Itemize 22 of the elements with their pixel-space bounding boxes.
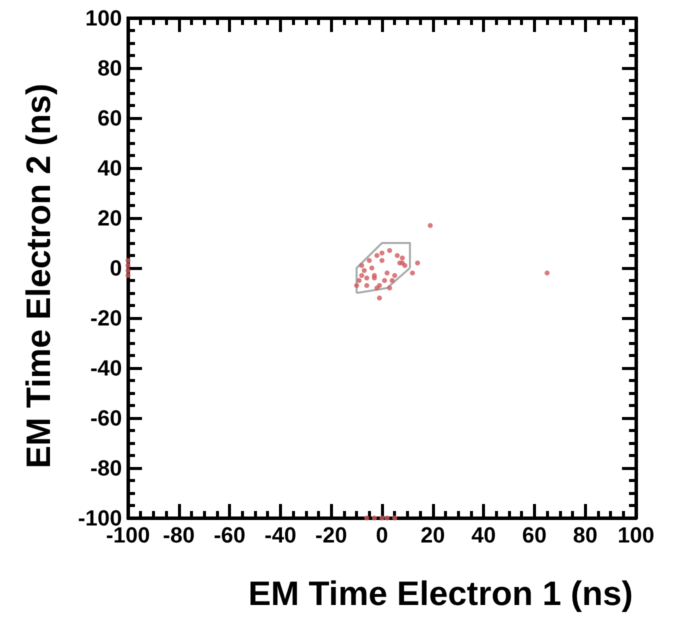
x-tick-label: -40 <box>264 522 296 548</box>
y-tick-label: 20 <box>98 206 122 230</box>
y-tick-label: -60 <box>90 406 122 430</box>
y-tick-label: -20 <box>90 306 122 330</box>
y-tick-label: -80 <box>90 456 122 480</box>
y-axis-title: EM Time Electron 2 (ns) <box>20 84 58 468</box>
x-tick-label: 40 <box>471 522 496 548</box>
y-tick-label: -40 <box>90 356 122 380</box>
y-tick-label: 100 <box>85 6 122 30</box>
x-tick-label: 20 <box>420 522 446 548</box>
x-tick-label: 80 <box>572 522 598 548</box>
x-tick-label: 100 <box>618 522 654 548</box>
x-tick-label: 60 <box>522 522 547 548</box>
y-tick-label: 80 <box>98 56 122 80</box>
y-tick-label: 40 <box>98 156 122 180</box>
x-tick-label: -80 <box>162 522 195 548</box>
x-tick-label: -20 <box>315 522 348 548</box>
y-tick-label: 0 <box>110 256 122 280</box>
x-axis-title: EM Time Electron 1 (ns) <box>248 575 634 613</box>
y-tick-label: 60 <box>98 106 122 130</box>
x-tick-label: -60 <box>214 522 246 548</box>
x-tick-label: 0 <box>376 522 388 548</box>
